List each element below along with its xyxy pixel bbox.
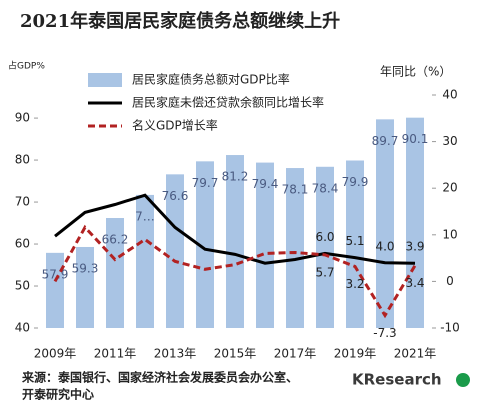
bar [136, 194, 154, 328]
x-tick-label: 2019年 [334, 347, 377, 361]
line [54, 193, 416, 265]
bar-label: 89.7 [372, 134, 399, 148]
x-tick-label: 2015年 [214, 347, 257, 361]
bar [346, 160, 364, 328]
bar-label: 66.2 [102, 233, 129, 247]
bar [196, 161, 214, 328]
logo-icon [456, 373, 470, 387]
bar-label: 78.4 [312, 181, 339, 195]
logo: KResearch [352, 371, 442, 389]
bar [316, 166, 334, 328]
line-label: 5.1 [345, 234, 364, 248]
y-tick-label: 90 [15, 111, 30, 125]
source: 来源：泰国银行、国家经济社会发展委员会办公室、 [21, 370, 298, 385]
legend-swatch [88, 73, 122, 87]
bar-label: 7… [135, 209, 155, 223]
line-label: -7.3 [373, 326, 396, 340]
line-label: 6.0 [315, 230, 334, 244]
bar-label: 78.1 [282, 183, 309, 197]
x-tick-label: 2009年 [34, 347, 77, 361]
y2-axis-label: 年同比（%） [380, 65, 451, 79]
x-tick-label: 2011年 [94, 347, 137, 361]
y2-tick-label: 40 [442, 88, 457, 102]
line-label: 3.2 [345, 277, 364, 291]
bar-label: 59.3 [72, 261, 99, 275]
bar-label: 79.4 [252, 177, 279, 191]
bar [106, 218, 124, 328]
bar [256, 162, 274, 328]
bar [406, 117, 424, 328]
y2-tick-label: 20 [442, 181, 457, 195]
chart-title: 2021年泰国居民家庭债务总额继续上升 [20, 10, 340, 32]
y2-tick-label: -10 [440, 321, 460, 335]
line-label: 5.7 [315, 265, 334, 279]
x-tick-label: 2017年 [274, 347, 317, 361]
y-tick-label: 80 [15, 153, 30, 167]
line [53, 224, 417, 319]
bar [226, 155, 244, 328]
bar [166, 174, 184, 328]
y-tick-label: 60 [15, 237, 30, 251]
line-label: 3.4 [405, 276, 424, 290]
bar [286, 168, 304, 328]
y2-tick-label: 10 [442, 227, 457, 241]
bar [76, 246, 94, 328]
source: 开泰研究中心 [22, 387, 94, 402]
line-label: 4.0 [375, 239, 394, 253]
bar-label: 81.2 [222, 170, 249, 184]
y2-tick-label: 0 [446, 274, 454, 288]
y-tick-label: 40 [15, 321, 30, 335]
bar [376, 119, 394, 328]
bar [46, 252, 64, 328]
y-tick-label: 70 [15, 195, 30, 209]
legend-label: 居民家庭未偿还贷款余额同比增长率 [132, 95, 324, 110]
y-axis-label: 占GDP% [8, 60, 45, 72]
y2-tick-label: 30 [442, 134, 457, 148]
legend-label: 名义GDP增长率 [132, 118, 218, 133]
x-tick-label: 2021年 [394, 347, 437, 361]
bar-label: 76.6 [162, 189, 189, 203]
bar-label: 79.7 [192, 176, 219, 190]
legend-label: 居民家庭债务总额对GDP比率 [132, 72, 290, 87]
line-label: 3.9 [405, 240, 424, 254]
bar-label: 90.1 [402, 132, 429, 146]
bar-label: 79.9 [342, 175, 369, 189]
y-tick-label: 50 [15, 279, 30, 293]
x-tick-label: 2013年 [154, 347, 197, 361]
